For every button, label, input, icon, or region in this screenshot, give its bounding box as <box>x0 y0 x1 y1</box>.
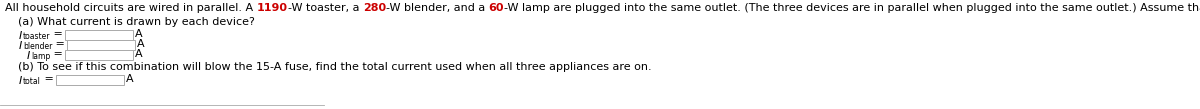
Text: $\mathit{I}$: $\mathit{I}$ <box>18 74 23 86</box>
Text: total: total <box>23 77 41 86</box>
Text: lamp: lamp <box>31 52 50 61</box>
Text: =: = <box>50 29 64 39</box>
Text: A: A <box>136 49 143 59</box>
Text: -W toaster, a: -W toaster, a <box>288 3 362 13</box>
Text: -W blender, and a: -W blender, and a <box>385 3 488 13</box>
Text: All household circuits are wired in parallel. A: All household circuits are wired in para… <box>5 3 257 13</box>
Text: 1190: 1190 <box>257 3 288 13</box>
Text: A: A <box>137 39 145 49</box>
Text: 60: 60 <box>488 3 504 13</box>
Text: blender: blender <box>23 42 53 51</box>
Text: =: = <box>41 74 54 84</box>
Text: $\mathit{I}$: $\mathit{I}$ <box>18 29 23 41</box>
Text: A: A <box>126 74 133 84</box>
Text: toaster: toaster <box>23 32 50 41</box>
Text: =: = <box>53 39 65 49</box>
Text: -W lamp are plugged into the same outlet. (The three devices are in parallel whe: -W lamp are plugged into the same outlet… <box>504 3 1200 13</box>
Text: (a) What current is drawn by each device?: (a) What current is drawn by each device… <box>18 17 254 27</box>
Text: =: = <box>50 49 64 59</box>
Text: (b) To see if this combination will blow the 15-A fuse, find the total current u: (b) To see if this combination will blow… <box>18 62 652 72</box>
Text: 280: 280 <box>362 3 385 13</box>
Text: $\mathit{I}$: $\mathit{I}$ <box>26 49 31 61</box>
Text: A: A <box>136 29 143 39</box>
Text: $\mathit{I}$: $\mathit{I}$ <box>18 39 23 51</box>
